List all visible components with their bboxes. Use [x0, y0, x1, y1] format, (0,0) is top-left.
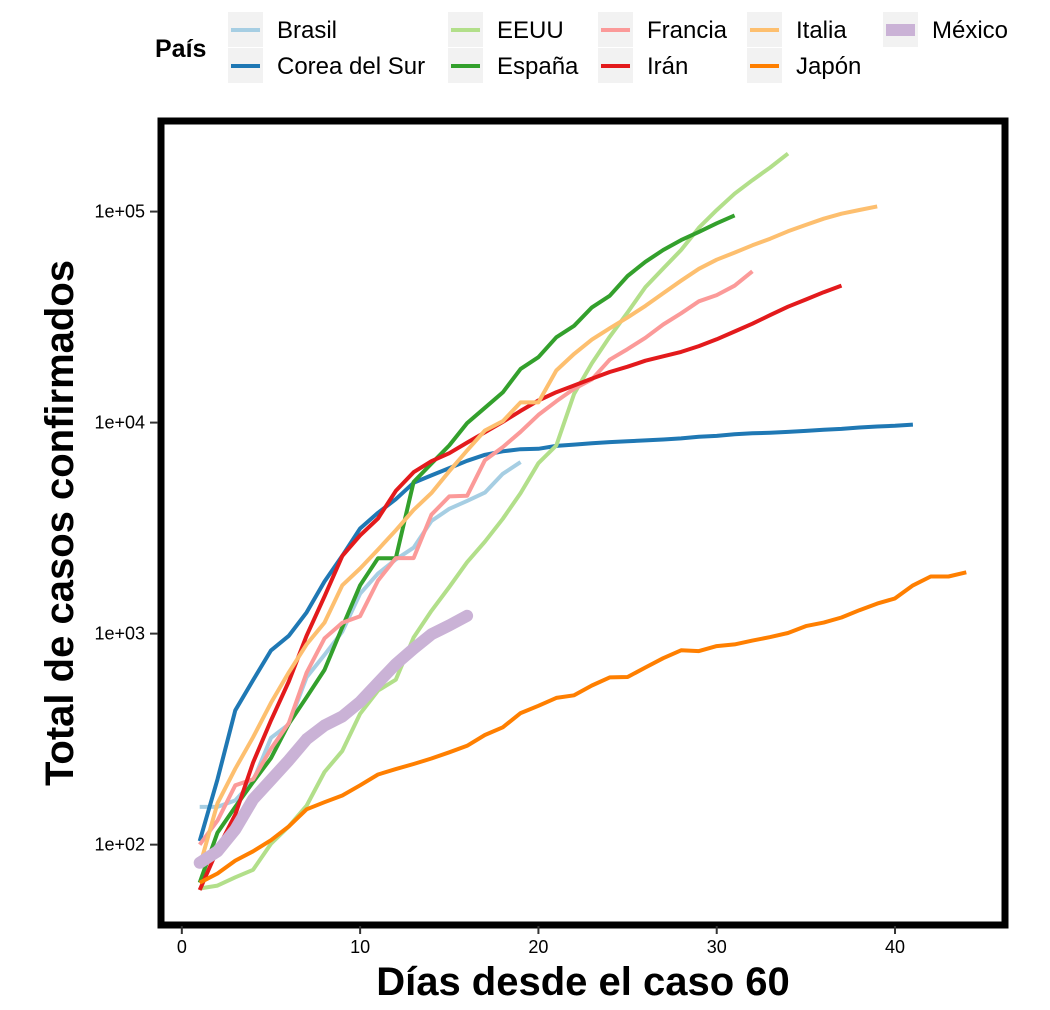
y-tick-label: 1e+04	[94, 413, 145, 433]
legend-item-brasil: Brasil	[228, 12, 337, 47]
legend-label: Irán	[647, 53, 688, 80]
legend-label: Japón	[796, 53, 861, 80]
legend-item-mexico: México	[883, 12, 1008, 47]
x-tick-label: 0	[177, 937, 187, 957]
x-tick-label: 10	[350, 937, 370, 957]
legend-label: Francia	[647, 17, 728, 44]
legend-label: México	[932, 17, 1008, 44]
legend-label: Italia	[796, 17, 847, 44]
legend-label: EEUU	[497, 17, 564, 44]
legend-item-eeuu: EEUU	[448, 12, 564, 47]
series-line-brasil	[199, 460, 522, 809]
x-tick-label: 30	[707, 937, 727, 957]
y-tick-label: 1e+02	[94, 835, 145, 855]
series-line-mexico	[193, 609, 474, 869]
series-line-italia	[197, 204, 878, 867]
x-axis-title: Días desde el caso 60	[376, 960, 790, 1004]
legend-title: País	[155, 35, 206, 63]
legend-item-japon: Japón	[747, 48, 861, 83]
legend: País Brasil Corea del Sur EEUU España Franci…	[155, 12, 1008, 83]
axes: 0 10 20 30 40 1e+02 1e+03 1e+04 1e+05	[94, 202, 905, 957]
y-tick-label: 1e+03	[94, 624, 145, 644]
x-tick-label: 20	[528, 937, 548, 957]
legend-item-espana: España	[448, 48, 579, 83]
series-line-eeuu	[199, 152, 790, 891]
legend-item-corea-del-sur: Corea del Sur	[228, 48, 425, 83]
legend-item-italia: Italia	[747, 12, 847, 47]
series-line-francia	[198, 269, 754, 846]
legend-item-iran: Irán	[598, 48, 688, 83]
plot-series	[193, 152, 967, 891]
y-tick-label: 1e+05	[94, 202, 145, 222]
series-line-espana	[197, 213, 736, 884]
legend-label: Corea del Sur	[277, 53, 425, 80]
legend-label: Brasil	[277, 17, 337, 44]
legend-item-francia: Francia	[598, 12, 728, 47]
x-tick-label: 40	[885, 937, 905, 957]
y-axis-title: Total de casos confirmados	[38, 260, 82, 786]
plot-panel-border	[157, 117, 1009, 929]
series-line-japon	[198, 570, 967, 885]
series-line-iran	[197, 283, 843, 891]
legend-label: España	[497, 53, 579, 80]
